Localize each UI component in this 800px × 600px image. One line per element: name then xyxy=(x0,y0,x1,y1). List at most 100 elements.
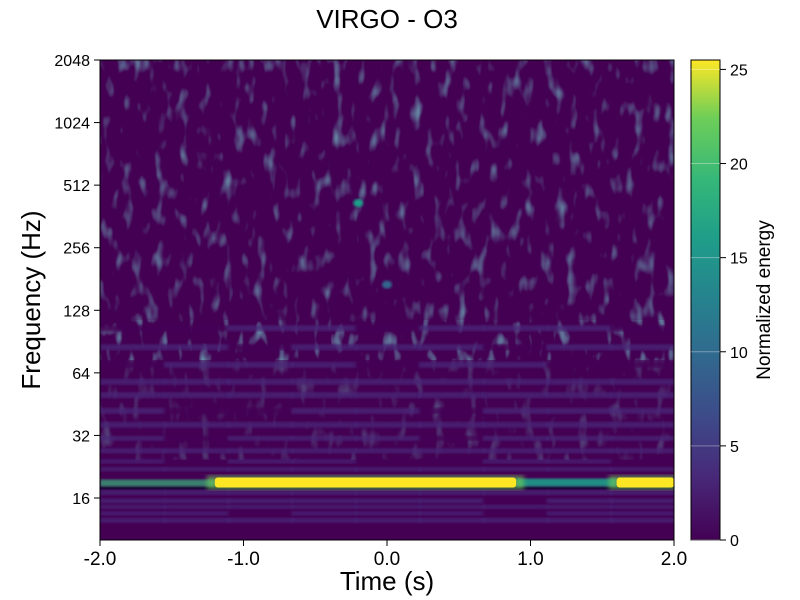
x-axis-label: Time (s) xyxy=(340,566,434,596)
band-segment xyxy=(227,459,294,464)
band-segment xyxy=(355,498,421,504)
band-segment xyxy=(546,392,613,399)
band-segment xyxy=(355,421,421,428)
band-segment xyxy=(355,325,421,332)
band-segment xyxy=(100,344,166,351)
y-tick-label: 32 xyxy=(72,428,90,445)
band-segment xyxy=(163,504,230,509)
band-segment xyxy=(546,504,613,509)
band-segment xyxy=(355,435,421,441)
band-segment xyxy=(482,467,549,472)
x-axis: -2.0 -1.0 0.0 1.0 2.0 xyxy=(84,540,687,570)
band-segment xyxy=(482,459,549,464)
band-segment xyxy=(291,511,358,516)
band-segment xyxy=(546,361,613,368)
band-segment xyxy=(163,517,230,523)
band-segment xyxy=(291,517,358,523)
band-segment xyxy=(418,392,485,399)
band-segment xyxy=(291,459,358,464)
y-tick-label: 512 xyxy=(63,178,90,195)
band-segment xyxy=(482,490,549,496)
band-segment xyxy=(163,490,230,496)
band-segment xyxy=(100,378,166,385)
y-tick-label: 256 xyxy=(63,241,90,258)
band-segment xyxy=(355,361,421,368)
y-tick-label: 2048 xyxy=(54,53,90,70)
band-segment xyxy=(291,421,358,428)
band-segment xyxy=(610,459,674,464)
band-segment xyxy=(100,392,166,399)
band-segment xyxy=(610,498,674,504)
energy-hotspot xyxy=(353,199,364,208)
band-segment xyxy=(100,504,166,509)
band-segment xyxy=(418,325,485,332)
band-segment xyxy=(355,459,421,464)
band-segment xyxy=(291,325,358,332)
x-tick-label: 2.0 xyxy=(661,549,687,570)
band-segment xyxy=(482,378,549,385)
band-segment xyxy=(418,421,485,428)
band-segment xyxy=(355,378,421,385)
band-segment xyxy=(546,448,613,454)
noise-texture-high xyxy=(100,60,674,360)
band-segment xyxy=(546,511,613,516)
y-tick-label: 64 xyxy=(72,366,90,383)
colorbar-axis: 0 5 10 15 20 25 xyxy=(691,62,748,550)
band-segment xyxy=(163,407,230,414)
band-segment xyxy=(227,325,294,332)
y-tick-label: 1024 xyxy=(54,116,90,133)
band-segment xyxy=(482,421,549,428)
band-segment xyxy=(227,361,294,368)
band-leadin xyxy=(100,479,215,487)
band-segment xyxy=(546,517,613,523)
plot-area xyxy=(100,60,674,540)
band-segment xyxy=(163,448,230,454)
band-segment xyxy=(546,435,613,441)
band-segment xyxy=(482,511,549,516)
band-segment xyxy=(418,504,485,509)
band-segment xyxy=(355,517,421,523)
band-segment xyxy=(546,421,613,428)
band-segment xyxy=(482,407,549,414)
band-segment xyxy=(610,392,674,399)
x-tick-label: 1.0 xyxy=(517,549,543,570)
band-segment xyxy=(482,392,549,399)
band-segment xyxy=(610,435,674,441)
band-segment xyxy=(418,459,485,464)
band-segment xyxy=(163,421,230,428)
colorbar-tick-label: 10 xyxy=(730,345,748,362)
energy-marks xyxy=(100,199,674,490)
band-segment xyxy=(163,392,230,399)
colorbar-label: Normalized energy xyxy=(754,220,775,380)
band-segment xyxy=(100,459,166,464)
band-segment xyxy=(418,448,485,454)
band-segment xyxy=(355,467,421,472)
band-segment xyxy=(418,407,485,414)
band-segment xyxy=(610,361,674,368)
band-segment xyxy=(100,448,166,454)
strong-band-segment xyxy=(616,477,674,488)
band-segment xyxy=(100,435,166,441)
band-segment xyxy=(355,504,421,509)
band-segment xyxy=(227,467,294,472)
band-segment xyxy=(163,361,230,368)
band-segment xyxy=(227,511,294,516)
band-segment xyxy=(163,498,230,504)
band-segment xyxy=(100,498,166,504)
band-segment xyxy=(291,490,358,496)
band-segment xyxy=(355,511,421,516)
band-segment xyxy=(418,490,485,496)
band-segment xyxy=(482,498,549,504)
band-segment xyxy=(100,361,166,368)
band-segment xyxy=(355,392,421,399)
band-gap-glow xyxy=(516,478,617,487)
energy-hotspot xyxy=(382,280,392,289)
band-segment xyxy=(100,421,166,428)
band-segment xyxy=(355,448,421,454)
band-segment xyxy=(418,361,485,368)
low-frequency-bands xyxy=(100,325,674,523)
band-segment xyxy=(291,361,358,368)
band-segment xyxy=(418,517,485,523)
colorbar-tick-label: 15 xyxy=(730,251,748,268)
band-segment xyxy=(610,407,674,414)
